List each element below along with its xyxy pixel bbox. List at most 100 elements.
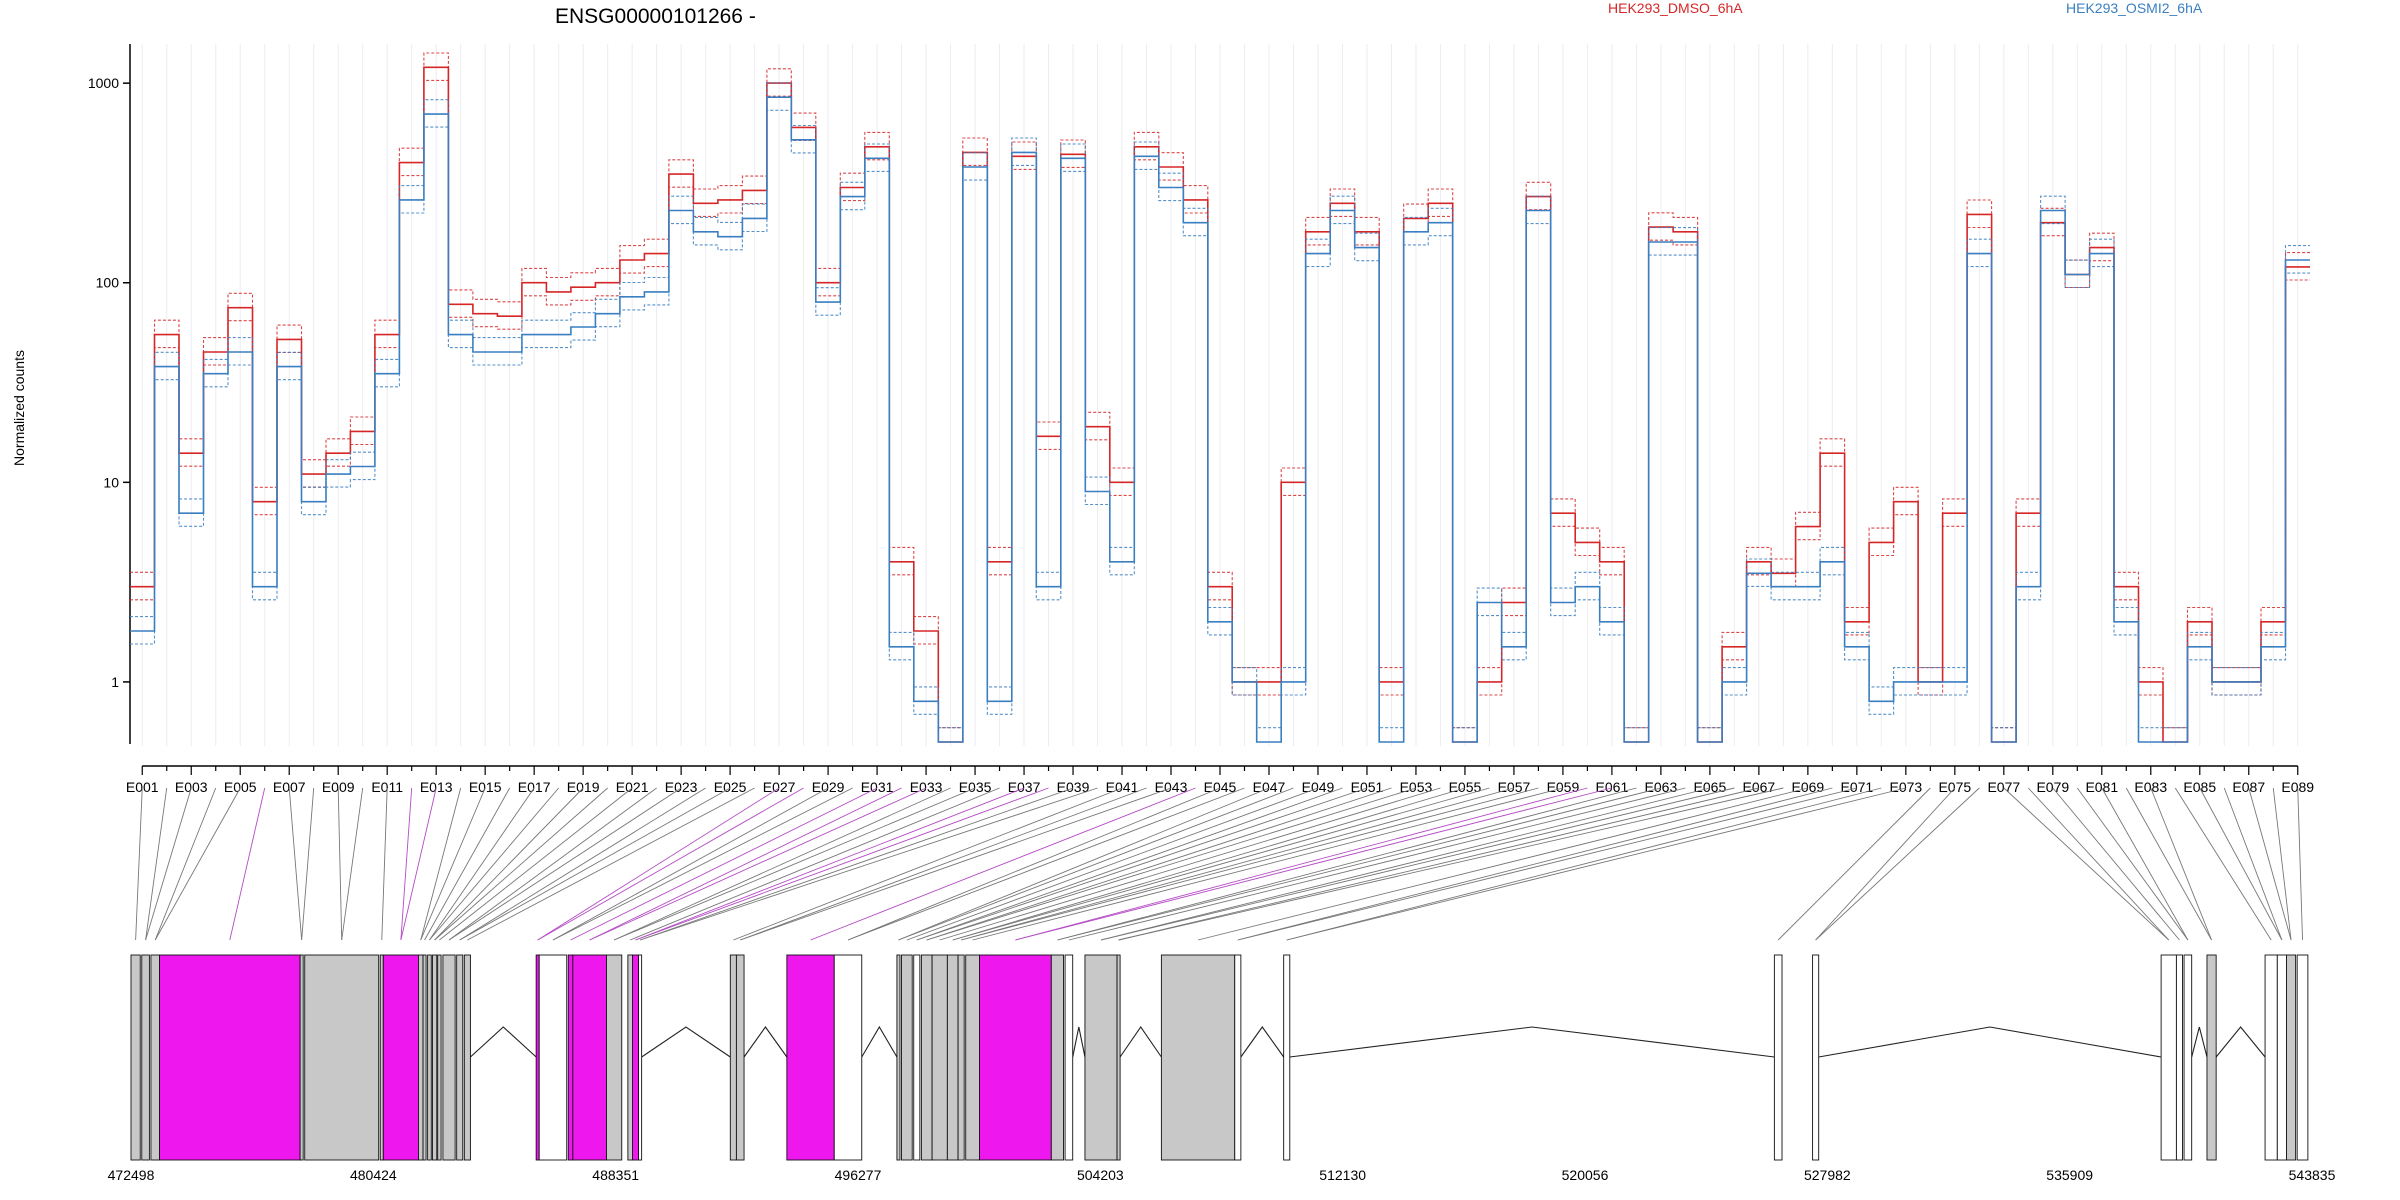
gene-exon-box [901,954,913,1161]
y-axis-label: Normalized counts [11,350,27,466]
series-lines [130,52,2310,743]
exon-connector [961,787,1515,941]
exon-connector [810,787,1196,941]
exon-connector [448,787,682,941]
exon-connector [906,787,1319,941]
gene-exon-box [535,954,540,1161]
exon-connector [400,787,437,941]
exon-connector [1815,787,1956,941]
exon-connector [939,787,1441,941]
exon-connector [2076,787,2189,941]
exon-connector [1068,787,1686,941]
exon-tick-label: E013 [420,779,453,795]
exon-connector [145,787,192,941]
gene-exon-box [1160,954,1236,1161]
exon-connector [733,787,1123,941]
gene-exon-box [2160,954,2177,1161]
exon-connector [1057,787,1637,941]
exon-tick-label: E079 [2036,779,2069,795]
exon-connector [1197,787,1808,941]
exon-connector [2125,787,2212,941]
genomic-coordinate-axis: 472498 480424 488351 496277 504203 512130 5200… [108,1167,2336,1183]
intron-line [861,1025,898,1058]
exon-connector [552,787,829,941]
gene-exon-box [379,954,384,1161]
gene-exon-box [2175,954,2183,1161]
coordinate-tick-label: 520056 [1562,1167,1609,1183]
gene-exon-box [437,954,442,1161]
exon-connector [1118,787,1784,941]
exon-tick-label: E015 [469,779,502,795]
gene-exon-box [632,954,640,1161]
exon-connector [926,787,1392,941]
exon-tick-label: E073 [1889,779,1922,795]
gene-exon-box [2296,954,2309,1161]
gene-exon-box [572,954,607,1161]
exon-connector [434,787,608,941]
exon-tick-label: E017 [518,779,551,795]
exon-tick-label: E023 [665,779,698,795]
exon-tick-label: E007 [273,779,306,795]
exon-tick-label: E053 [1400,779,1433,795]
intron-line [1289,1026,1775,1058]
exon-connector [847,787,1221,941]
exon-connector [1815,787,1980,941]
exon-connector [2223,787,2283,941]
exon-connector [952,787,1490,941]
intron-line [1119,1026,1162,1058]
gene-exon-box [957,954,965,1161]
exon-tick-label: E085 [2183,779,2216,795]
gene-exon-box [1283,954,1291,1161]
exon-connector [972,787,1564,941]
coordinate-tick-label: 488351 [592,1167,639,1183]
series-osmi2 [130,82,2310,743]
exon-connector [2199,787,2283,941]
exon-connector [467,787,755,941]
exon-tick-label: E029 [812,779,845,795]
exon-tick-label: E061 [1596,779,1629,795]
y-tick-label: 1 [111,674,119,690]
intron-line [641,1026,731,1058]
gene-exon-box [627,954,633,1161]
exon-connector [1100,787,1735,941]
exon-connector [154,787,241,941]
intron-line [2191,1026,2208,1058]
exon-tick-label: E055 [1449,779,1482,795]
gene-exon-box [946,954,959,1161]
exon-connector [288,787,303,941]
y-tick-label: 1000 [88,75,119,91]
exon-tick-label: E083 [2134,779,2167,795]
exon-tick-label: E089 [2281,779,2314,795]
exon-connector [145,787,168,941]
exon-tick-label: E075 [1938,779,1971,795]
exon-connector [740,787,1172,941]
exon-connector [459,787,731,941]
gene-exon-box [913,954,921,1161]
exon-connector [429,787,535,941]
gene-exon-box [304,954,380,1161]
coordinate-tick-label: 512130 [1319,1167,1366,1183]
exon-tick-label: E001 [126,779,159,795]
exon-connector [381,787,388,941]
exon-connector [434,787,584,941]
gene-exon-box [729,954,737,1161]
gene-exon-box [463,954,471,1161]
exon-connector [2052,787,2180,941]
gene-exon-box [638,954,643,1161]
exon-tick-label: E021 [616,779,649,795]
gene-exon-box [1084,954,1118,1161]
gene-exon-box [1050,954,1064,1161]
exon-connector [1777,787,1931,941]
exon-connector [429,787,559,941]
exon-tick-label: E005 [224,779,257,795]
gene-exon-box [965,954,980,1161]
exon-tick-label: E081 [2085,779,2118,795]
exon-connector [613,787,951,941]
exon-connector [740,787,1147,941]
gene-exon-box [567,954,574,1161]
exon-connector [589,787,902,941]
gene-exon-box [735,954,745,1161]
exon-connector [2248,787,2292,941]
exon-connector [537,787,780,941]
